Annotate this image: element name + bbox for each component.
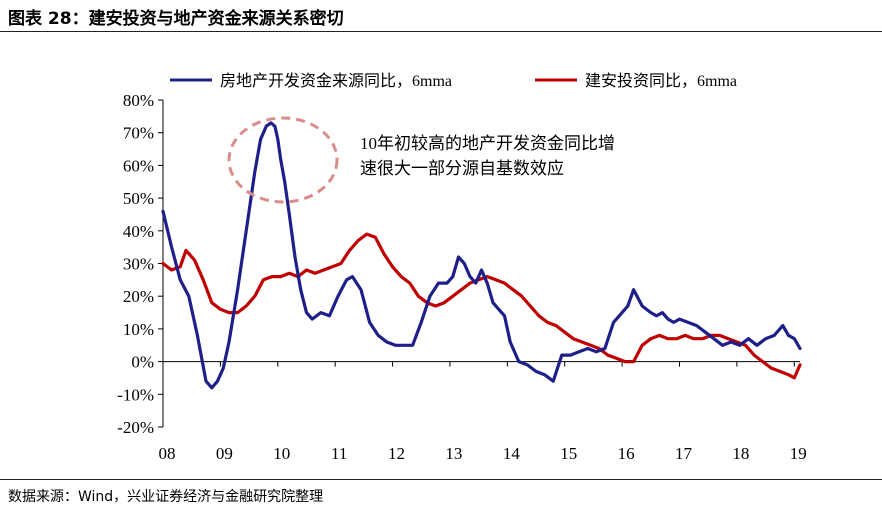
x-tick-label: 12 [388, 444, 405, 463]
annotation-circle [227, 116, 339, 204]
source-note: 数据来源：Wind，兴业证券经济与金融研究院整理 [8, 489, 324, 505]
legend-label-series-1: 房地产开发资金来源同比，6mma [220, 72, 452, 90]
y-tick-label: 70% [123, 124, 154, 143]
x-tick-label: 13 [445, 444, 462, 463]
y-tick-label: -10% [117, 385, 154, 404]
y-tick-label: -20% [117, 418, 154, 437]
x-tick-label: 14 [503, 444, 521, 463]
x-tick-label: 17 [675, 444, 693, 463]
x-tick-label: 08 [159, 444, 176, 463]
legend-label-series-2: 建安投资同比，6mma [585, 72, 737, 90]
y-tick-label: 10% [123, 320, 154, 339]
chart-series [161, 121, 802, 390]
series-line-2 [161, 232, 802, 380]
legend: 房地产开发资金来源同比，6mma 建安投资同比，6mma [170, 72, 737, 90]
x-tick-label: 09 [216, 444, 233, 463]
chart-axes: 80% 70% 60% 50% 40% 30% 20% 10% 0% -10% -20% 08 09 10… [117, 91, 807, 463]
figure-title: 图表 28：建安投资与地产资金来源关系密切 [8, 9, 344, 29]
y-tick-label: 80% [123, 91, 154, 110]
source-rule [0, 479, 882, 480]
x-tick-label: 19 [790, 444, 807, 463]
line-chart: 80% 70% 60% 50% 40% 30% 20% 10% 0% -10% -20% 08 09 10… [117, 72, 807, 463]
x-tick-label: 15 [560, 444, 577, 463]
annotation-line-2: 速很大一部分源自基数效应 [360, 159, 564, 178]
y-tick-label: 20% [123, 287, 154, 306]
y-tick-label: 50% [123, 189, 154, 208]
x-tick-label: 18 [732, 444, 749, 463]
title-rule [0, 31, 882, 32]
series-line-1 [161, 121, 802, 390]
y-tick-label: 60% [123, 156, 154, 175]
y-tick-label: 30% [123, 255, 154, 274]
y-tick-label: 40% [123, 222, 154, 241]
y-tick-label: 0% [131, 353, 154, 372]
x-tick-label: 11 [331, 444, 347, 463]
x-tick-label: 10 [273, 444, 290, 463]
annotation-line-1: 10年初较高的地产开发资金同比增 [360, 134, 615, 153]
x-tick-label: 16 [618, 444, 635, 463]
